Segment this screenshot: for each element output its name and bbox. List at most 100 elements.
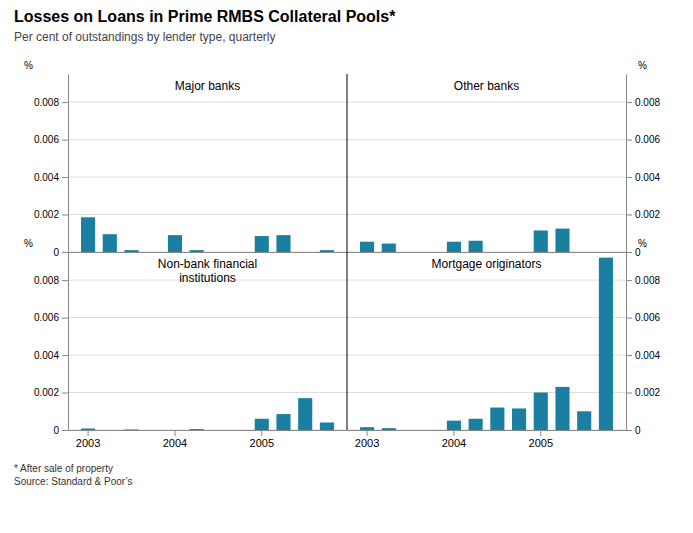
y-tick: 0 [53,425,68,436]
y-tick-mark [62,252,68,253]
y-tick-label: 0 [53,247,59,258]
y-tick: 0 [626,425,641,436]
bar [555,229,569,252]
y-tick: 0.004 [34,350,68,361]
bar [534,230,548,252]
panel-title: Major banks [175,79,240,93]
y-tick-label: 0.002 [635,209,660,220]
y-tick-mark [626,177,632,178]
footnote-line: * After sale of property [14,463,113,474]
y-tick-mark [626,280,632,281]
bar [360,427,374,430]
x-tick-mark [261,430,262,436]
y-tick-label: 0.008 [635,97,660,108]
y-tick-mark [62,318,68,319]
grid [347,102,626,252]
grid-line [347,317,626,318]
bar [255,419,269,430]
x-axis-line [348,252,627,253]
bar [599,252,613,253]
x-axis [348,252,627,253]
y-tick-mark [62,177,68,178]
y-tick-label: 0.002 [34,209,59,220]
bar [469,241,483,252]
x-tick: 2005 [529,430,553,449]
panel-divider [347,252,348,430]
bar [255,236,269,252]
bar [233,252,247,253]
x-tick-label: 2004 [163,437,187,449]
y-tick: 0.002 [34,209,68,220]
panel-title-line: Major banks [175,79,240,93]
panel-title-line: Non-bank financial [158,257,257,271]
panel: 20032004200500.0020.0040.0060.008%Mortga… [347,238,660,449]
x-tick-mark [453,430,454,436]
y-tick-label: 0.006 [34,134,59,145]
y-tick-mark [62,140,68,141]
y-tick-label: 0.004 [635,350,660,361]
panel-title-line: institutions [179,271,236,285]
x-axis [69,252,348,253]
y-axis-label: % [24,238,33,249]
x-tick-mark [540,430,541,436]
subtitle: Per cent of outstandings by lender type,… [14,30,276,44]
panel-title: Non-bank financialinstitutions [158,257,257,285]
bar [534,393,548,430]
y-axis-label: % [638,238,647,249]
y-tick-label: 0.008 [635,275,660,286]
y-axis: 0 0.002 0.004 0.006 0.008 [34,75,69,258]
bar [447,421,461,430]
y-tick: 0.006 [34,134,68,145]
x-tick-label: 2003 [355,437,379,449]
bars [360,229,570,252]
y-axis: 00.0020.0040.0060.008 [34,253,69,436]
bar [320,250,334,252]
bar [599,258,613,430]
bar [190,429,204,430]
bar [298,398,312,430]
panel: 20032004200500.0020.0040.0060.008%Non-ba… [24,238,348,449]
panel-title: Mortgage originators [431,257,541,271]
y-tick-label: 0.008 [34,275,59,286]
x-tick-label: 2003 [76,437,100,449]
y-tick-mark [626,430,632,431]
y-tick: 0.006 [34,312,68,323]
x-tick-label: 2004 [442,437,466,449]
footnote-line: Source: Standard & Poor’s [14,476,133,487]
bar [512,252,526,253]
y-tick: 0.004 [34,172,68,183]
x-tick: 2005 [250,430,274,449]
x-tick-mark [174,430,175,436]
bar [298,252,312,253]
grid-line [347,177,626,178]
bar [577,252,591,253]
bar [190,250,204,252]
bar [360,242,374,252]
y-tick: 0.002 [626,209,660,220]
y-tick: 0.008 [626,97,660,108]
y-tick: 0.002 [626,387,660,398]
y-tick: 0.008 [34,275,68,286]
grid-line [68,317,347,318]
y-tick-label: 0.006 [34,312,59,323]
x-tick-mark [88,430,89,436]
y-tick-label: 0 [53,425,59,436]
y-tick: 0.008 [626,275,660,286]
bar [403,430,417,431]
y-tick: 0.008 [34,97,68,108]
bar [382,428,396,430]
y-axis-label: % [638,60,647,71]
bar [168,235,182,252]
bars [81,217,334,252]
grid-line [347,280,626,281]
y-axis-line [68,75,69,253]
y-tick-mark [62,355,68,356]
chart: Losses on Loans in Prime RMBS Collateral… [0,0,693,533]
y-tick: 0.006 [626,134,660,145]
bar [425,252,439,253]
bar [382,244,396,252]
y-tick-mark [626,215,632,216]
bar [124,429,138,430]
y-axis-line [626,253,627,431]
grid [68,102,347,252]
